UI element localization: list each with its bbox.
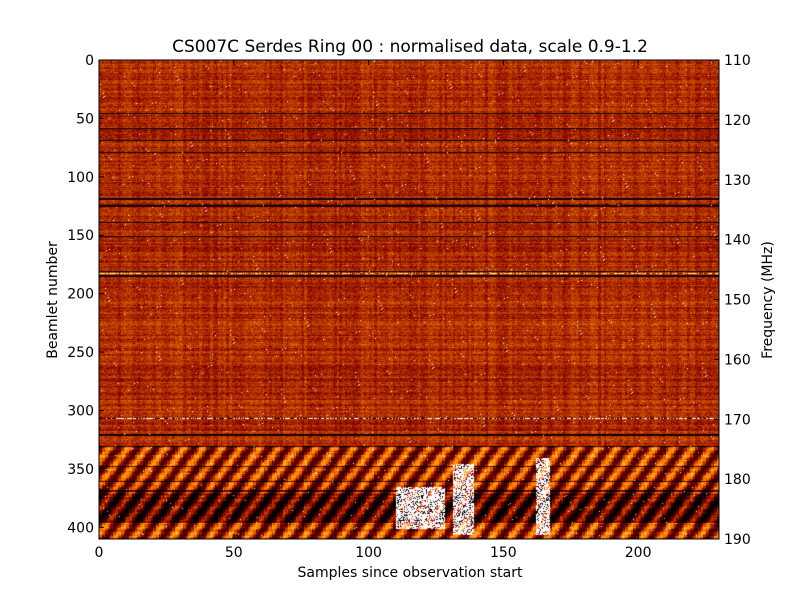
y-tick-label: 350 xyxy=(67,462,94,478)
y2-axis-label: Frequency (MHz) xyxy=(760,241,776,359)
x-tick-label: 150 xyxy=(490,545,517,561)
x-tick-label: 200 xyxy=(625,545,652,561)
y2-tick-label: 150 xyxy=(724,293,751,309)
y2-tick-label: 110 xyxy=(724,53,751,69)
y-tick-label: 200 xyxy=(67,287,94,303)
y-tick-label: 400 xyxy=(67,520,94,536)
y-tick-label: 100 xyxy=(67,170,94,186)
y2-tick-label: 120 xyxy=(724,113,751,129)
y-tick-label: 0 xyxy=(85,53,94,69)
x-axis-label: Samples since observation start xyxy=(298,565,523,581)
ticks-layer: 0 50 100 150 200 0 50 100 150 200 250 300 350 400 110 1… xyxy=(67,53,750,561)
y2-tick-label: 140 xyxy=(724,233,751,249)
plot-frame xyxy=(98,59,720,540)
x-tick-label: 100 xyxy=(355,545,382,561)
y-tick-label: 150 xyxy=(67,228,94,244)
y-tick-label: 300 xyxy=(67,403,94,419)
y2-tick-label: 190 xyxy=(724,532,751,548)
y2-tick-label: 170 xyxy=(724,412,751,428)
heatmap-image xyxy=(99,60,719,539)
x-tick-label: 50 xyxy=(225,545,243,561)
y2-tick-label: 160 xyxy=(724,352,751,368)
y-tick-label: 50 xyxy=(76,111,94,127)
y-axis-label: Beamlet number xyxy=(45,241,61,359)
y2-tick-label: 130 xyxy=(724,173,751,189)
x-tick-label: 0 xyxy=(95,545,104,561)
chart-title: CS007C Serdes Ring 00 : normalised data,… xyxy=(172,37,648,57)
y-tick-label: 250 xyxy=(67,345,94,361)
y2-tick-label: 180 xyxy=(724,472,751,488)
